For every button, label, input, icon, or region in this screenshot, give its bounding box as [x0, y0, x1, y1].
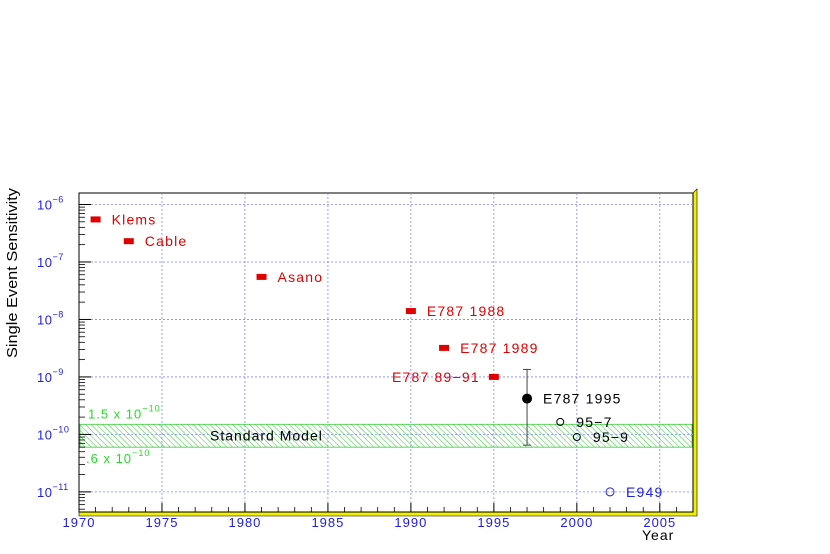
x-tick-label: 1970: [63, 515, 96, 530]
x-tick-label: 1995: [477, 515, 510, 530]
data-point-square: [488, 373, 499, 380]
data-point-square: [439, 344, 450, 351]
y-axis-title: Single Event Sensitivity: [4, 187, 21, 358]
x-axis-title: Year: [642, 527, 674, 543]
y-tick-label: 10−11: [37, 482, 69, 500]
axes: 1970 1975 1980 1985 1990 1995 2000 2005 10−6 10−7…: [37, 194, 694, 530]
data-point-filled-circle: [522, 393, 533, 404]
y-tick-label: 10−9: [37, 367, 64, 385]
y-tick-label: 10−6: [37, 194, 64, 212]
data-point-square: [405, 308, 416, 315]
data-point-label: E787 1989: [460, 340, 539, 356]
y-tick-label: 10−10: [37, 424, 69, 442]
data-points: Klems Cable Asano E787 1988 E787 1989 E787 89…: [90, 211, 664, 500]
data-point-label: 95−7: [576, 414, 612, 430]
standard-model-band: Standard Model 1.5 x 10−10 .6 x 10−10: [79, 403, 693, 466]
data-point-open-circle: [605, 487, 615, 497]
data-point-label: 95−9: [593, 429, 629, 445]
grid: [79, 193, 693, 512]
data-point-label: E787 1995: [543, 391, 622, 407]
data-point-label: Asano: [278, 269, 324, 285]
x-tick-label: 2005: [643, 515, 676, 530]
plot-area: [78, 192, 694, 513]
band-lower-label: .6 x 10−10: [86, 448, 150, 466]
data-point-open-circle: [556, 417, 565, 426]
x-tick-label: 1980: [228, 515, 261, 530]
data-point-label: Cable: [145, 233, 188, 249]
x-tick-label: 1985: [311, 515, 344, 530]
x-tick-label: 1975: [146, 515, 179, 530]
y-tick-label: 10−7: [37, 252, 64, 270]
standard-model-label: Standard Model: [210, 428, 323, 444]
data-point-label: E787 89−91: [392, 369, 480, 385]
data-point-label: E787 1988: [427, 303, 506, 319]
standard-model-hatch: [79, 423, 693, 448]
y-tick-label: 10−8: [37, 309, 64, 327]
data-point-open-circle: [572, 433, 581, 442]
x-tick-label: 1990: [394, 515, 427, 530]
x-tick-label: 2000: [560, 515, 593, 530]
data-point-square: [256, 273, 267, 280]
band-upper-label: 1.5 x 10−10: [88, 403, 161, 421]
data-point-square: [90, 216, 101, 223]
data-point-label: Klems: [112, 211, 157, 227]
data-point-square: [123, 238, 134, 245]
data-point-label: E949: [626, 484, 664, 500]
